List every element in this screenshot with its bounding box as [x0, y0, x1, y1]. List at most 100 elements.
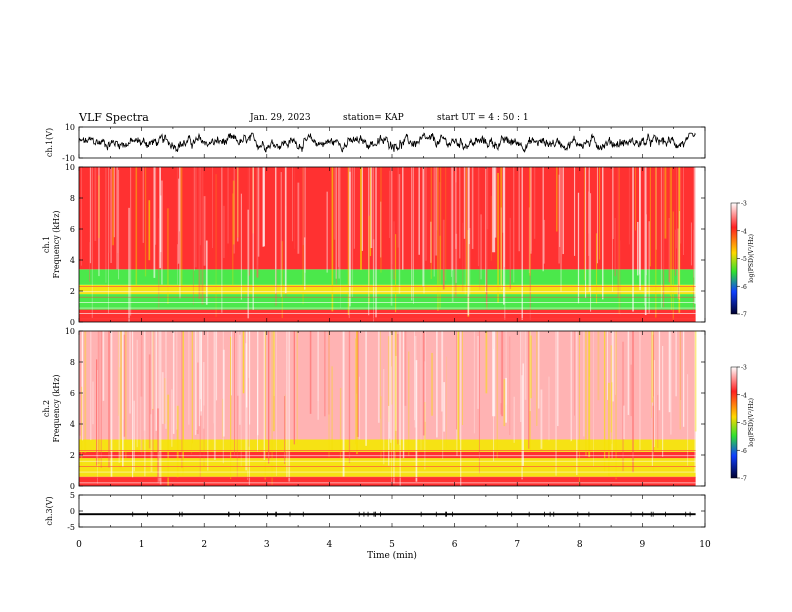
- spectrogram-streak: [440, 167, 442, 271]
- spectrogram-band: [79, 476, 696, 486]
- spectrogram-streak: [232, 193, 234, 287]
- spectrogram-streak: [485, 167, 486, 292]
- spectrogram-streak: [664, 167, 667, 239]
- spectrogram-streak: [389, 331, 391, 439]
- spectrogram-streak: [91, 167, 93, 318]
- x-tick-label: 5: [389, 540, 395, 550]
- spectrogram-streak: [530, 167, 532, 251]
- spectrogram-streak: [462, 331, 464, 426]
- spectrogram-streak: [450, 167, 453, 277]
- spectrogram-streak: [331, 167, 334, 312]
- spectrogram-streak: [294, 167, 296, 249]
- spectrogram-streak: [297, 182, 300, 254]
- spectrogram-streak: [430, 221, 432, 263]
- spectrogram-streak: [456, 331, 458, 457]
- spectrogram-streak: [524, 331, 527, 400]
- spectrogram-streak: [399, 331, 401, 446]
- spectrogram-streak: [521, 167, 523, 320]
- spectrogram-streak: [651, 331, 654, 466]
- spectrogram-streak: [118, 331, 121, 464]
- spectrogram-streak: [98, 175, 100, 239]
- spectrogram-streak: [144, 167, 147, 277]
- spectrogram-streak: [442, 219, 445, 290]
- spectrogram-streak: [120, 331, 122, 469]
- x-tick-label: 6: [452, 540, 458, 550]
- spectrogram-streak: [248, 331, 250, 485]
- spectrogram-streak: [571, 331, 573, 442]
- spectrogram-streak: [439, 235, 441, 309]
- spectrogram-streak: [92, 381, 94, 425]
- spectrogram-streak: [239, 334, 241, 425]
- spectrogram-streak: [388, 336, 390, 422]
- station-label: station= KAP: [343, 113, 404, 123]
- spectrogram-streak: [81, 331, 84, 395]
- spectrogram-streak: [90, 331, 92, 441]
- spectrogram-streak: [167, 208, 169, 304]
- spectrogram-streak: [242, 331, 245, 394]
- spectrogram-streak: [252, 167, 254, 310]
- y-tick-label: 4: [70, 420, 75, 429]
- spectrogram-streak: [148, 200, 151, 261]
- spectrogram-streak: [639, 167, 641, 291]
- spectrogram-streak: [420, 331, 422, 451]
- spectrogram-streak: [324, 331, 326, 417]
- spectrogram-streak: [402, 331, 405, 459]
- spectrogram-streak: [583, 331, 585, 437]
- y-tick-label: 0: [70, 482, 75, 491]
- spectrogram-streak: [611, 331, 613, 459]
- spectrogram-streak: [165, 331, 167, 429]
- spectrogram-band: [79, 309, 696, 322]
- x-tick-label: 2: [201, 540, 207, 550]
- spectrogram-streak: [529, 167, 531, 276]
- spectrogram-streak: [94, 167, 97, 241]
- spectrogram-streak: [431, 352, 433, 416]
- spectrogram-streak: [394, 356, 397, 431]
- spectrogram-streak: [81, 331, 84, 441]
- spectrogram-streak: [397, 167, 399, 248]
- spectrogram-streak: [380, 396, 382, 472]
- spectrogram-streak: [198, 167, 201, 299]
- spectrogram-streak: [395, 331, 397, 440]
- spectrogram-streak: [200, 331, 202, 416]
- spectrogram-streak: [360, 167, 362, 270]
- spectrogram-streak: [230, 336, 232, 479]
- spectrogram-streak: [107, 167, 110, 253]
- spectrogram-streak: [347, 167, 350, 316]
- spectrogram-streak: [338, 167, 340, 279]
- spectrogram-streak: [485, 167, 488, 305]
- spectrogram-streak: [670, 167, 672, 311]
- y-tick-label: 0: [70, 318, 75, 327]
- spectrogram-streak: [293, 331, 295, 445]
- colorbar-tick-label: -4: [741, 392, 747, 399]
- spectrogram-streak: [227, 167, 229, 244]
- spectrogram-streak: [113, 167, 115, 238]
- spectrogram-streak: [328, 331, 330, 415]
- spectrogram-streak: [437, 167, 439, 311]
- spectrogram-streak: [468, 167, 470, 245]
- spectrogram-streak: [257, 331, 259, 436]
- spectrogram-streak: [194, 331, 197, 435]
- waveform-group-1: [78, 132, 696, 153]
- spectrogram-streak: [584, 167, 585, 281]
- spectrogram-streak: [556, 167, 558, 232]
- spectrogram-streak: [529, 331, 531, 412]
- spectrogram-streak: [373, 167, 374, 322]
- spectrogram-streak: [670, 331, 672, 435]
- spectrogram-streak: [490, 195, 492, 261]
- spectrogram-streak: [422, 331, 425, 436]
- colorbar-tick-label: -5: [741, 420, 747, 427]
- spectrogram-streak: [372, 239, 375, 298]
- spectrogram-streak: [614, 331, 616, 395]
- spectrogram-streak: [451, 167, 453, 271]
- panel-frame-1: [78, 166, 706, 323]
- date-label: Jan. 29, 2023: [250, 113, 311, 123]
- spectrogram-streak: [223, 205, 225, 258]
- spectrogram-streak: [339, 387, 342, 459]
- spectrogram-streak: [611, 382, 613, 444]
- colorbar-tick-label: -6: [741, 448, 747, 455]
- spectrogram-streak: [233, 167, 235, 254]
- spectrogram-streak: [455, 167, 457, 249]
- spectrogram-streak: [639, 167, 641, 289]
- spectrogram-streak: [133, 400, 135, 472]
